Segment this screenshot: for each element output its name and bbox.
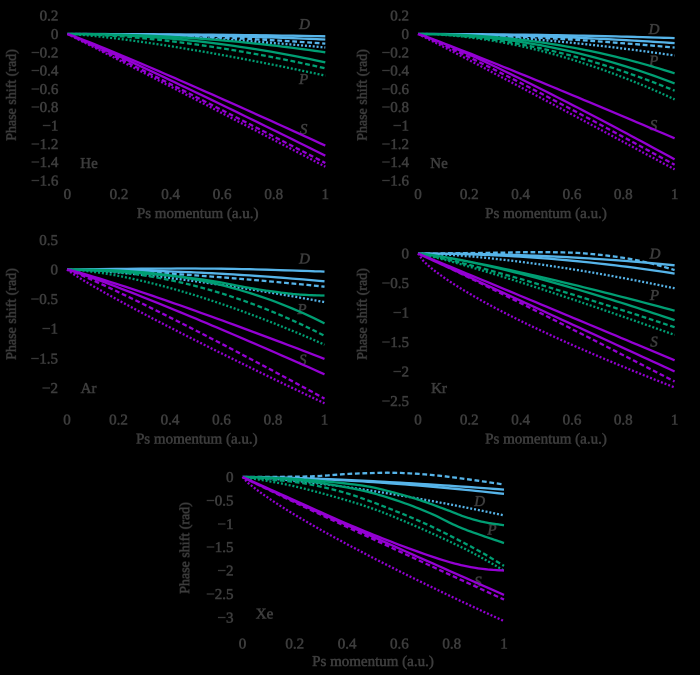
svg-text:0.5: 0.5 [39,233,58,249]
svg-text:0.8: 0.8 [442,637,461,653]
svg-text:0.2: 0.2 [40,9,59,25]
svg-text:−0.6: −0.6 [31,82,59,98]
svg-text:0.2: 0.2 [390,9,409,25]
svg-text:Ps momentum (a.u.): Ps momentum (a.u.) [136,432,258,448]
svg-text:−0.8: −0.8 [382,100,409,116]
svg-text:0.4: 0.4 [161,413,180,429]
svg-text:−1.5: −1.5 [206,540,233,556]
svg-text:−0.8: −0.8 [31,100,58,116]
svg-text:0.2: 0.2 [285,637,304,653]
svg-text:0: 0 [63,413,71,429]
svg-text:P: P [486,523,496,539]
svg-text:S: S [650,118,658,134]
svg-text:1: 1 [321,413,329,429]
svg-text:0: 0 [402,27,410,43]
svg-text:Phase shift (rad): Phase shift (rad) [5,49,20,141]
svg-text:−1: −1 [42,119,58,135]
svg-text:0: 0 [402,247,410,263]
svg-text:0.8: 0.8 [614,187,633,203]
svg-text:−2.5: −2.5 [382,394,409,410]
svg-text:Phase shift (rad): Phase shift (rad) [356,49,371,141]
svg-text:−2: −2 [218,564,234,580]
svg-text:0.8: 0.8 [264,413,283,429]
svg-text:Ps momentum (a.u.): Ps momentum (a.u.) [485,432,607,448]
svg-text:Ps momentum (a.u.): Ps momentum (a.u.) [312,654,434,670]
svg-text:1: 1 [671,413,679,429]
svg-text:Kr: Kr [431,381,447,397]
svg-text:Xe: Xe [256,607,274,623]
svg-text:−0.2: −0.2 [382,45,409,61]
svg-text:S: S [299,353,307,369]
svg-text:−1.6: −1.6 [382,173,410,189]
svg-text:0.6: 0.6 [563,413,582,429]
svg-text:Phase shift (rad): Phase shift (rad) [5,268,20,360]
svg-text:−1: −1 [393,306,409,322]
svg-text:−1: −1 [393,119,409,135]
svg-text:1: 1 [500,637,508,653]
svg-text:0.4: 0.4 [161,187,180,203]
svg-text:Phase shift (rad): Phase shift (rad) [178,502,193,594]
svg-text:−0.4: −0.4 [31,64,59,80]
svg-text:−0.2: −0.2 [31,45,58,61]
svg-text:−1.4: −1.4 [31,155,59,171]
svg-text:0.4: 0.4 [511,413,530,429]
svg-text:D: D [298,17,310,33]
svg-text:0: 0 [239,637,247,653]
svg-text:0.6: 0.6 [212,413,231,429]
svg-text:0.6: 0.6 [390,637,409,653]
svg-text:−1: −1 [218,517,234,533]
svg-text:0.2: 0.2 [109,413,128,429]
svg-text:−0.5: −0.5 [31,292,58,308]
svg-text:−2.5: −2.5 [206,587,233,603]
svg-text:−1.2: −1.2 [382,137,409,153]
svg-text:−0.4: −0.4 [382,64,410,80]
svg-text:−1.4: −1.4 [382,155,410,171]
svg-text:0.2: 0.2 [460,413,479,429]
svg-text:D: D [473,494,485,510]
svg-text:1: 1 [322,187,330,203]
svg-text:Ps momentum (a.u.): Ps momentum (a.u.) [137,206,259,222]
svg-text:P: P [648,54,658,70]
svg-text:−1: −1 [42,322,58,338]
svg-text:−1.6: −1.6 [31,173,59,189]
svg-text:−2: −2 [393,365,409,381]
svg-text:D: D [648,22,660,38]
svg-text:P: P [649,288,659,304]
svg-text:Ar: Ar [81,381,97,397]
svg-text:P: P [296,302,306,318]
svg-text:He: He [80,156,98,172]
svg-text:−0.6: −0.6 [382,82,410,98]
svg-text:Ne: Ne [430,156,448,172]
svg-text:D: D [298,252,310,268]
svg-text:0.4: 0.4 [511,187,530,203]
svg-text:0: 0 [64,187,72,203]
svg-text:−1.5: −1.5 [31,351,58,367]
svg-text:0.8: 0.8 [614,413,633,429]
svg-text:D: D [649,247,661,263]
svg-text:−0.5: −0.5 [382,276,409,292]
svg-text:P: P [298,72,308,88]
svg-text:S: S [650,335,658,351]
svg-text:0: 0 [226,470,234,486]
svg-text:−1.5: −1.5 [382,335,409,351]
svg-text:Ps momentum (a.u.): Ps momentum (a.u.) [485,206,607,222]
svg-text:0: 0 [51,263,59,279]
svg-text:1: 1 [671,187,679,203]
svg-text:−2: −2 [42,381,58,397]
svg-text:0.6: 0.6 [563,187,582,203]
svg-text:0.6: 0.6 [213,187,232,203]
svg-text:−3: −3 [218,610,234,626]
svg-text:0.8: 0.8 [264,187,283,203]
svg-text:0.2: 0.2 [460,187,479,203]
svg-text:0.2: 0.2 [110,187,129,203]
svg-text:S: S [300,122,308,138]
svg-text:0: 0 [414,187,422,203]
svg-text:−0.5: −0.5 [206,493,233,509]
svg-text:0: 0 [414,413,422,429]
svg-text:Phase shift (rad): Phase shift (rad) [356,268,371,360]
svg-text:−1.2: −1.2 [31,137,58,153]
svg-text:0.4: 0.4 [338,637,357,653]
svg-text:0: 0 [51,27,59,43]
